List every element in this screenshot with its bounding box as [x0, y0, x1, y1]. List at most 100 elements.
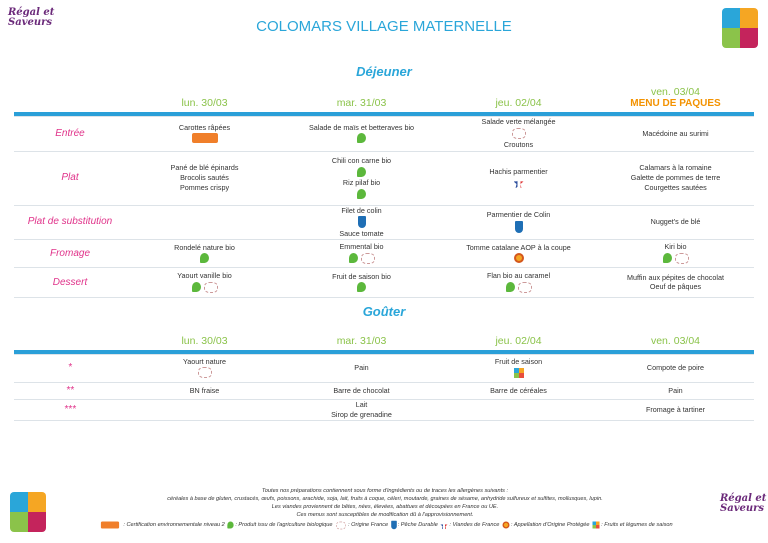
day-label: lun. 30/03: [181, 97, 228, 109]
origine-france-icon: [511, 128, 526, 139]
menu-cell: Calamars à la romaine Galette de pommes d…: [597, 151, 754, 206]
legend-text: : Origine France: [348, 522, 389, 529]
day-header: ven. 03/04: [597, 324, 754, 350]
label-icons: [283, 188, 440, 199]
dish-name: Croutons: [503, 140, 534, 149]
menu-row: * Yaourt nature Pain Fruit de saison Compote…: [14, 354, 754, 383]
dish-name: Calamars à la romaine: [639, 163, 712, 173]
label-icons: [440, 367, 597, 378]
menu-cell: Parmentier de Colin: [440, 205, 597, 240]
menu-cell: Tomme catalane AOP à la coupe: [440, 239, 597, 268]
dish-name: Yaourt nature: [182, 356, 227, 366]
brand-square-logo-top: [722, 8, 758, 48]
label-icons: [283, 282, 440, 293]
day-label: mar. 31/03: [336, 335, 387, 347]
menu-cell: Kiri bio: [597, 239, 754, 268]
day-header: mar. 31/03: [283, 324, 440, 350]
day-label: ven. 03/04: [650, 86, 701, 98]
label-icons: [440, 253, 597, 264]
menu-row: Plat de substitution Filet de colin Sauce …: [14, 205, 754, 240]
menu-cell: Salade de maïs et betteraves bio: [283, 116, 440, 152]
modification-note: Ces menus sont susceptibles de modificat…: [296, 512, 474, 519]
icon-legend: : Certification environnementale niveau …: [90, 519, 680, 531]
bio-icon: [191, 281, 201, 292]
dish-name: BN fraise: [189, 385, 220, 395]
dish-name: Sirop de grenadine: [331, 409, 392, 419]
row-label: Plat de substitution: [14, 205, 126, 240]
header-divider: [14, 350, 754, 355]
dish-name: Salade de maïs et betteraves bio: [308, 122, 415, 132]
dish-name: Pain: [668, 385, 683, 395]
row-label: Entrée: [14, 116, 126, 152]
dish-name: Flan bio au caramel: [486, 271, 551, 281]
day-label: jeu. 02/04: [495, 335, 542, 347]
gouter-title: Goûter: [362, 304, 406, 319]
regal-saveurs-logo-bottom: Régal et Saveurs: [720, 493, 767, 514]
menu-cell: BN fraise: [126, 382, 283, 400]
menu-cell: Chili con carne bio Riz pilaf bio: [283, 151, 440, 206]
easter-menu-label: MENU DE PAQUES: [630, 98, 721, 109]
origine-france-icon: [336, 521, 346, 530]
menu-cell: Barre de chocolat: [283, 382, 440, 400]
peche-durable-icon: [357, 216, 366, 229]
day-header: lun. 30/03: [126, 324, 283, 350]
legend-text: : Pêche Durable: [397, 522, 438, 529]
dish-name: Tomme catalane AOP à la coupe: [466, 242, 571, 252]
day-label: jeu. 02/04: [495, 97, 542, 109]
viandes-france-icon: [513, 177, 524, 189]
menu-cell: Barre de céréales: [440, 382, 597, 400]
menu-cell: Pain: [283, 354, 440, 383]
menu-cell: Fruit de saison: [440, 354, 597, 383]
dish-name: Muffin aux pépites de chocolat: [627, 272, 724, 282]
dish-name: Filet de colin: [341, 205, 382, 215]
bio-icon: [505, 281, 515, 292]
dish-name: Courgettes sautées: [644, 182, 707, 192]
menu-cell: Salade verte mélangée Croutons: [440, 116, 597, 152]
gouter-table: lun. 30/03 mar. 31/03 jeu. 02/04 ven. 03/04…: [14, 324, 754, 421]
menu-row: ** BN fraise Barre de chocolat Barre de cér…: [14, 382, 754, 400]
menu-cell: Emmental bio: [283, 239, 440, 268]
dish-name: Rondelé nature bio: [174, 242, 235, 252]
legend-text: : Fruits et légumes de saison: [601, 522, 673, 529]
saison-icon: [513, 367, 524, 378]
day-label: lun. 30/03: [181, 335, 228, 347]
allergen-list: céréales à base de gluten, crustacés, œu…: [167, 496, 603, 503]
row-label: ***: [14, 399, 126, 421]
dish-name: Barre de chocolat: [333, 385, 390, 395]
menu-row: *** Lait Sirop de grenadine Fromage à tarti…: [14, 399, 754, 421]
dish-name: Fruit de saison bio: [332, 271, 391, 281]
label-icons: [126, 281, 283, 293]
saison-icon: [592, 521, 600, 529]
origine-france-icon: [197, 367, 212, 379]
menu-row: Fromage Rondelé nature bio Emmental bio Tom…: [14, 239, 754, 268]
dish-name: Pain: [354, 363, 369, 373]
dish-name: Fromage à tartiner: [645, 404, 706, 414]
menu-cell: Compote de poire: [597, 354, 754, 383]
day-header-row: lun. 30/03 mar. 31/03 jeu. 02/04 ven. 03/04…: [14, 86, 754, 112]
menu-cell: Flan bio au caramel: [440, 267, 597, 298]
dish-name: Pané de blé épinards: [170, 163, 239, 173]
day-header: jeu. 02/04: [440, 86, 597, 112]
row-label: Fromage: [14, 239, 126, 268]
legend-text: : Viandes de France: [449, 522, 500, 529]
label-icons: [283, 133, 440, 144]
peche-durable-icon: [514, 221, 523, 234]
menu-cell: Nugget's de blé: [597, 205, 754, 240]
menu-cell: Lait Sirop de grenadine: [283, 399, 440, 421]
aop-icon: [502, 521, 510, 529]
day-header: mar. 31/03: [283, 86, 440, 112]
menu-cell: Filet de colin Sauce tomate: [283, 205, 440, 240]
menu-row: Dessert Yaourt vanille bio Fruit de saison…: [14, 267, 754, 298]
day-header: lun. 30/03: [126, 86, 283, 112]
bio-icon: [357, 188, 366, 199]
dish-name: Kiri bio: [664, 242, 687, 252]
label-icons: [440, 177, 597, 189]
divider-cell: [14, 112, 754, 117]
row-label: **: [14, 382, 126, 400]
day-header-row: lun. 30/03 mar. 31/03 jeu. 02/04 ven. 03/04: [14, 324, 754, 350]
dish-name: Fruit de saison: [494, 357, 543, 367]
bio-icon: [348, 252, 358, 263]
menu-cell: Fruit de saison bio: [283, 267, 440, 298]
row-label: *: [14, 354, 126, 383]
menu-cell: Macédoine au surimi: [597, 116, 754, 152]
